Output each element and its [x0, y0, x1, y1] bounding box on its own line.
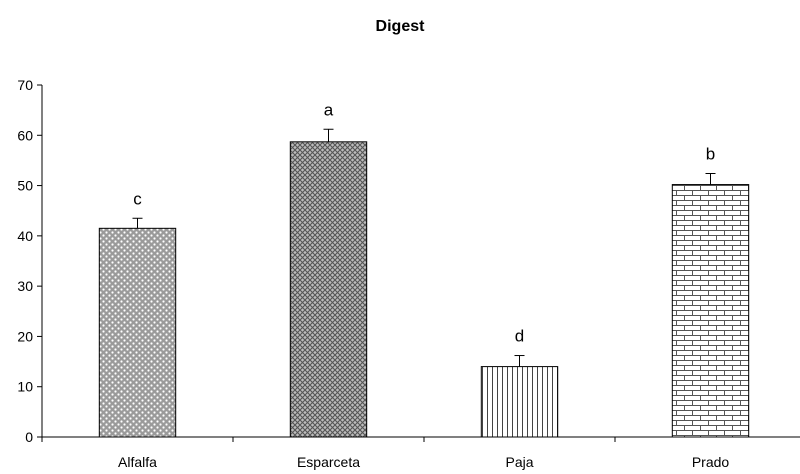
significance-letter: d	[515, 327, 524, 346]
significance-letter: b	[706, 145, 715, 164]
bar-prado	[671, 184, 750, 438]
y-tick-label: 60	[17, 127, 33, 143]
y-tick-label: 40	[17, 228, 33, 244]
bar-paja	[480, 366, 559, 438]
y-tick-label: 20	[17, 328, 33, 344]
y-tick-label: 10	[17, 379, 33, 395]
x-tick-label: Prado	[692, 454, 730, 470]
error-bars	[132, 128, 716, 367]
significance-letter: c	[133, 189, 142, 208]
x-tick-label: Paja	[505, 454, 533, 470]
bar-esparceta	[289, 141, 368, 438]
x-tick-label: Alfalfa	[118, 454, 157, 470]
y-tick-label: 30	[17, 278, 33, 294]
significance-letter: a	[324, 100, 334, 119]
bars	[98, 141, 750, 438]
labels: c Alfalfa a Esparceta d Paja b Prado	[118, 100, 729, 470]
y-tick-label: 50	[17, 178, 33, 194]
bar-alfalfa	[98, 227, 177, 438]
chart-title: Digest	[376, 18, 426, 35]
y-tick-label: 70	[17, 77, 33, 93]
x-tick-label: Esparceta	[297, 454, 360, 470]
y-tick-label: 0	[25, 429, 33, 445]
